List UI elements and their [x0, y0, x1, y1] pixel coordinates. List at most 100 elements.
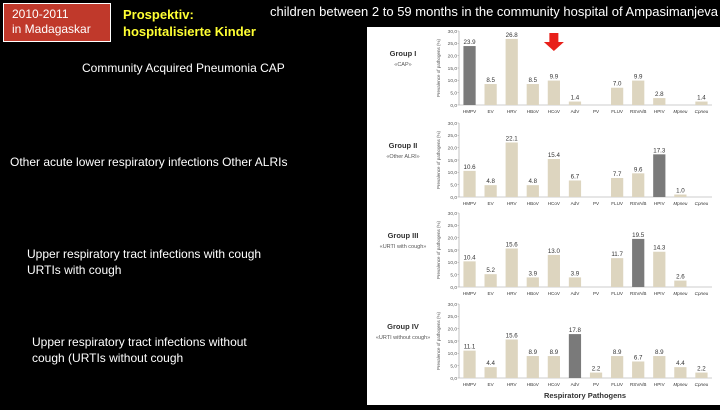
panel-1-bar-HRV [505, 38, 518, 105]
panel-3-category-label: HPIV [654, 291, 666, 296]
panel-4-category-label: HPIV [654, 382, 666, 387]
panel-4-ylabel: Prevalence of pathogens (%) [436, 311, 441, 370]
panel-2-bar-HMPV [463, 170, 476, 197]
panel-2-bar-Mpneu [674, 194, 687, 197]
panel-3-ytick-label: 10,0 [448, 260, 458, 266]
slide-heading: children between 2 to 59 months in the c… [270, 4, 719, 19]
panel-3-bar-Mpneu [674, 280, 687, 287]
panel-4-ytick-label: 30,0 [448, 302, 458, 308]
panel-4-subtitle: «URTI without cough» [376, 335, 430, 341]
panel-1-value-label: 9.9 [634, 74, 643, 81]
panel-1-value-label: 9.9 [550, 74, 559, 81]
panel-1-value-label: 1.4 [697, 95, 706, 102]
badge-years: 2010-2011 [12, 7, 69, 21]
panel-4-category-label: HCoV [548, 382, 561, 387]
panel-1-category-label: HMPV [463, 109, 477, 114]
panel-4-value-label: 8.9 [550, 349, 559, 356]
panel-4-value-label: 17.8 [569, 327, 582, 334]
panel-4-bar-EV [484, 367, 497, 378]
panel-4-category-label: Mpneu [673, 382, 687, 387]
panel-2-category-label: EV [488, 201, 495, 206]
panel-1-bar-Cpneu [695, 101, 708, 105]
panel-2-category-label: PV [593, 201, 600, 206]
panel-3-ytick-label: 30,0 [448, 211, 458, 217]
group2-label: Other acute lower respiratory infections… [10, 154, 287, 170]
panel-1-ytick-label: 25,0 [448, 41, 458, 47]
panel-3-value-label: 11.7 [611, 251, 623, 258]
panel-3-category-label: Mpneu [673, 291, 687, 296]
panel-3-value-label: 3.9 [528, 270, 537, 277]
panel-4-bar-HRV [505, 339, 518, 378]
panel-4-value-label: 15.6 [506, 333, 519, 340]
panel-2-category-label: Mpneu [673, 201, 687, 206]
panel-1-bar-HBoV [526, 84, 539, 105]
panel-4-value-label: 6.7 [634, 354, 643, 361]
panel-1-bar-AdV [568, 101, 582, 105]
panel-2-bar-HCoV [547, 159, 560, 197]
panel-1-ytick-label: 20,0 [448, 53, 458, 59]
panel-1-ytick-label: 5,0 [450, 90, 457, 96]
panel-4-ytick-label: 20,0 [448, 326, 458, 332]
panel-3-ytick-label: 15,0 [448, 248, 458, 254]
panel-1-value-label: 7.0 [613, 81, 622, 88]
panel-1-category-label: HRV [507, 109, 518, 114]
panel-4-bar-Cpneu [695, 372, 708, 378]
panel-4-category-label: HMPV [463, 382, 477, 387]
panel-3-category-label: Cpneu [695, 291, 709, 296]
panel-3-category-label: HRV [507, 291, 518, 296]
panel-4-ytick-label: 10,0 [448, 351, 458, 357]
panel-2-category-label: AdV [571, 201, 581, 206]
panel-2-value-label: 9.6 [634, 166, 643, 173]
group4-label: Upper respiratory tract infections witho… [32, 334, 247, 366]
panel-2-bar-HPIV [653, 154, 666, 197]
panel-4-category-label: EV [488, 382, 495, 387]
panel-4-ytick-label: 5,0 [450, 363, 457, 369]
panel-4-value-label: 2.2 [697, 366, 706, 373]
study-subtitle: Prospektiv: hospitalisierte Kinder [123, 6, 256, 40]
panel-1-value-label: 2.8 [655, 91, 664, 98]
panel-3-bar-RSVA/B [632, 238, 645, 287]
panel-4-category-label: FLUV [611, 382, 624, 387]
group1-label-line-1: Community Acquired Pneumonia CAP [82, 61, 285, 75]
panel-3-category-label: HCoV [548, 291, 561, 296]
panel-3-bar-HMPV [463, 261, 476, 287]
panel-2-value-label: 15.4 [548, 152, 561, 159]
panel-4-bar-PV [589, 372, 603, 378]
group2-label-line-1: Other acute lower respiratory infections… [10, 155, 288, 169]
panel-3-ylabel: Prevalence of pathogens (%) [436, 220, 441, 279]
red-arrow-icon [543, 33, 564, 51]
panel-2-category-label: HPIV [654, 201, 666, 206]
panel-1-bar-HMPV [463, 46, 476, 105]
panel-1-subtitle: «CAP» [394, 62, 411, 68]
panel-2-ytick-label: 25,0 [448, 133, 458, 139]
panel-1-value-label: 1.4 [571, 95, 580, 102]
panel-4-value-label: 8.9 [528, 349, 537, 356]
panel-2-ylabel: Prevalence of pathogens (%) [436, 130, 441, 189]
pathogen-chart: Group I «CAP» Prevalence of pathogens (%) 0… [367, 27, 720, 405]
panel-3-bar-AdV [568, 277, 582, 287]
panel-4-bar-Mpneu [674, 367, 687, 378]
panel-4-category-label: PV [593, 382, 600, 387]
panel-1-category-label: PV [593, 109, 600, 114]
panel-3-bar-FLUV [611, 258, 624, 287]
panel-4-category-label: Cpneu [695, 382, 709, 387]
panel-1-ylabel: Prevalence of pathogens (%) [436, 38, 441, 97]
location-badge: 2010-2011 in Madagaskar [3, 3, 111, 42]
panel-3-category-label: HMPV [463, 291, 477, 296]
panel-4-category-label: HRV [507, 382, 518, 387]
panel-4-category-label: RSVA/B [630, 382, 647, 387]
panel-2-category-label: FLUV [611, 201, 624, 206]
panel-1-category-label: AdV [571, 109, 581, 114]
panel-3-bar-HPIV [653, 251, 666, 287]
panel-1-value-label: 8.5 [528, 77, 537, 84]
panel-4-ytick-label: 15,0 [448, 339, 458, 345]
panel-4-value-label: 8.9 [655, 349, 664, 356]
group4-label-line-1: Upper respiratory tract infections witho… [32, 335, 247, 349]
panel-3-subtitle: «URTI with cough» [380, 244, 427, 250]
group3-label-line-1: Upper respiratory tract infections with … [27, 247, 262, 261]
subtitle-line-2: hospitalisierte Kinder [123, 24, 256, 39]
panel-4-ytick-label: 25,0 [448, 314, 458, 320]
panel-4-bar-RSVA/B [632, 361, 645, 378]
panel-4-value-label: 8.9 [613, 349, 622, 356]
panel-2-ytick-label: 20,0 [448, 145, 458, 151]
